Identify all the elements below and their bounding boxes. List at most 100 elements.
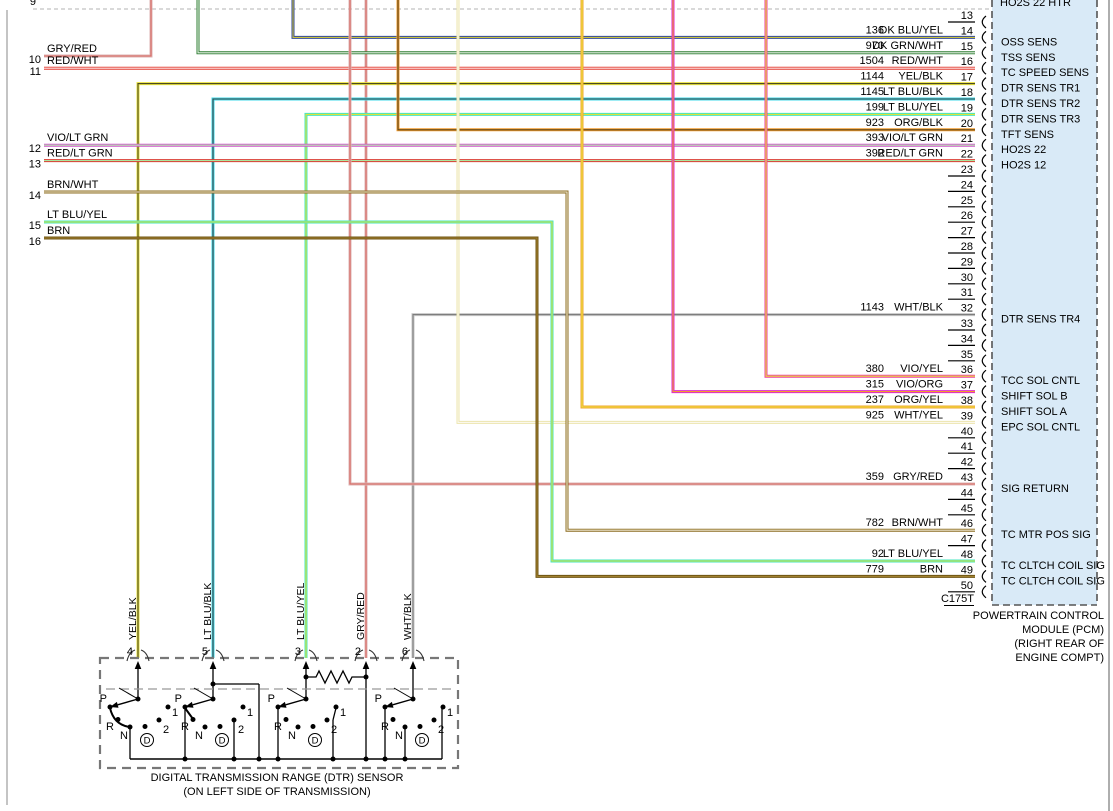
pcm-pin-label: SIG RETURN xyxy=(1001,483,1069,495)
pcm-pin-socket-icon xyxy=(981,523,987,537)
pcm-pin-number: 23 xyxy=(961,164,973,176)
dtr-contact-P xyxy=(107,704,113,710)
pcm-pin-number: 29 xyxy=(961,256,973,268)
pcm-pin-label: SHIFT SOL B xyxy=(1001,391,1068,403)
wire-color-label: ORG/YEL xyxy=(894,394,943,406)
wire-number: 393 xyxy=(866,132,884,144)
dtr-connector-arc xyxy=(308,649,318,662)
dtr-contact-2 xyxy=(156,717,162,723)
left-pin-number: 11 xyxy=(30,66,41,78)
pcm-pin-number: 34 xyxy=(961,333,973,345)
pcm-pin-number: 18 xyxy=(961,87,973,99)
dtr-lever-guide xyxy=(286,687,307,700)
dtr-position-label-P: P xyxy=(175,693,182,705)
dtr-position-label-D: D xyxy=(144,736,151,747)
dtr-position-D-circle xyxy=(415,733,429,747)
dtr-connector-arc xyxy=(368,649,378,662)
wire-number: 392 xyxy=(866,148,884,160)
wire-gry-red-pin10-stripe xyxy=(44,0,152,57)
dtr-position-label-1: 1 xyxy=(247,707,253,719)
wire-380-stripe xyxy=(765,0,975,377)
pcm-pin-socket-icon xyxy=(981,107,987,121)
wire-1143 xyxy=(411,313,975,658)
pcm-pin-socket-icon xyxy=(981,569,987,583)
wire-color-label: ORG/BLK xyxy=(894,117,944,129)
pcm-pin-number: 14 xyxy=(961,25,973,37)
dtr-lever-guide xyxy=(193,687,214,700)
dtr-position-label-N: N xyxy=(288,730,296,742)
pcm-pin-label: EPC SOL CNTL xyxy=(1001,421,1080,433)
dtr-g2-wiper xyxy=(184,707,194,720)
wire-number: 136 xyxy=(866,24,884,36)
dtr-g3-c1-elbow xyxy=(332,707,337,721)
pcm-pin-number: 47 xyxy=(961,534,973,546)
pcm-pin-socket-icon xyxy=(981,277,987,291)
pcm-pin-socket-icon xyxy=(981,231,987,245)
dtr-entry-arrow-icon xyxy=(134,661,142,669)
pcm-connector-id: C175T xyxy=(941,593,974,605)
left-wire-color-label: GRY/RED xyxy=(47,43,97,55)
pcm-pin-number: 38 xyxy=(961,395,973,407)
dtr-bus-junction xyxy=(231,756,237,762)
dtr-bus-junction xyxy=(256,756,262,762)
dtr-bus-junction xyxy=(330,756,336,762)
pcm-module-label: MODULE (PCM) xyxy=(1022,624,1104,636)
pcm-pin-label: SHIFT SOL A xyxy=(1001,406,1068,418)
wire-359-stripe xyxy=(349,0,975,485)
pcm-pin-label: TC SPEED SENS xyxy=(1001,67,1089,79)
pcm-pin-socket-icon xyxy=(981,477,987,491)
dtr-position-label-N: N xyxy=(395,730,403,742)
dtr-resistor xyxy=(306,669,366,685)
dtr-connector-arc xyxy=(294,649,304,662)
dtr-connector-arc xyxy=(354,649,364,662)
dtr-contact-N xyxy=(295,724,301,730)
dtr-position-label-1: 1 xyxy=(172,707,178,719)
pcm-pin-label-partial: HO2S 22 HTR xyxy=(1000,0,1071,9)
dtr-position-label-P: P xyxy=(268,693,275,705)
dtr-wire-color-label: YEL/BLK xyxy=(127,597,139,640)
dtr-contact-D xyxy=(417,724,423,729)
pcm-pin-socket-icon xyxy=(981,215,987,229)
pcm-pin-number: 37 xyxy=(961,380,973,392)
pcm-pin-number: 19 xyxy=(961,102,973,114)
dtr-connector-arc xyxy=(401,649,411,662)
left-pin-number: 14 xyxy=(29,190,41,202)
dtr-wire-color-label: LT BLU/YEL xyxy=(295,582,307,640)
wire-1143-stripe xyxy=(412,314,975,658)
wire-number: 1504 xyxy=(860,55,884,67)
pcm-pin-number: 40 xyxy=(961,426,973,438)
left-wire-color-label: LT BLU/YEL xyxy=(47,209,107,221)
wire-315-stripe xyxy=(672,0,975,393)
pcm-pin-socket-icon xyxy=(981,338,987,352)
pcm-pin-number: 28 xyxy=(961,241,973,253)
pcm-pin-socket-icon xyxy=(981,323,987,337)
dtr-sensor-box xyxy=(98,656,460,770)
wire-color-label: LT BLU/YEL xyxy=(883,548,943,560)
wire-1145 xyxy=(211,97,975,658)
dtr-g1-wiper xyxy=(109,707,131,728)
wire-color-label: RED/LT GRN xyxy=(877,148,943,160)
pcm-pin-number: 32 xyxy=(961,303,973,315)
pcm-pin-socket-icon xyxy=(981,354,987,368)
dtr-contact-1 xyxy=(165,704,171,710)
pcm-pin-socket-icon xyxy=(981,200,987,214)
wire-1145-stripe xyxy=(212,98,975,658)
pcm-pin-socket-icon xyxy=(981,123,987,137)
pcm-pin-number: 15 xyxy=(961,41,973,53)
wire-number: 1143 xyxy=(860,302,884,314)
left-wire-color-label: RED/WHT xyxy=(47,55,99,67)
pcm-pin-socket-icon xyxy=(981,415,987,429)
dtr-connector-arc xyxy=(201,649,211,662)
wire-color-label: YEL/BLK xyxy=(898,71,943,83)
dtr-position-D-circle xyxy=(308,733,322,747)
wire-number: 199 xyxy=(866,101,884,113)
pcm-pin-label: TFT SENS xyxy=(1001,129,1054,141)
wire-color-label: DK BLU/YEL xyxy=(879,24,943,36)
left-wire-color-label: VIO/LT GRN xyxy=(47,132,108,144)
dtr-connector-arc xyxy=(140,649,150,662)
pcm-pin-socket-icon xyxy=(981,292,987,306)
wire-color-label: VIO/YEL xyxy=(900,363,943,375)
wire-number: 315 xyxy=(866,379,884,391)
pcm-pin-label: TC MTR POS SIG xyxy=(1001,529,1091,541)
